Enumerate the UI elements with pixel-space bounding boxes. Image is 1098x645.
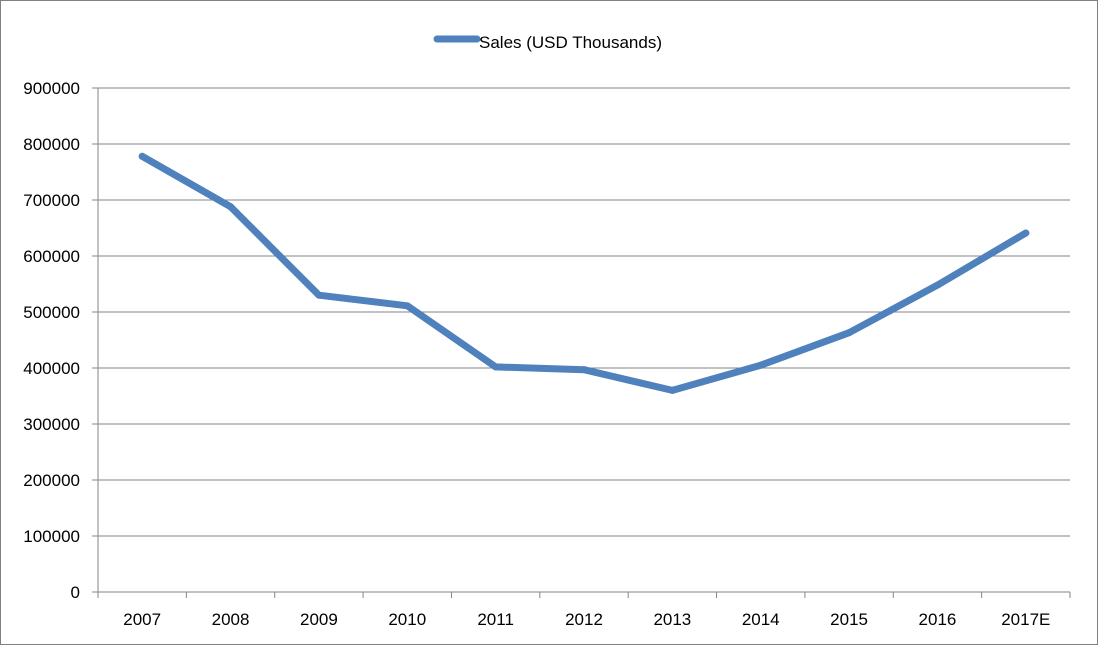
data-point	[757, 361, 765, 369]
x-tick-label: 2011	[477, 610, 514, 629]
series-line	[138, 152, 1030, 394]
x-tick-label: 2016	[919, 610, 957, 629]
y-tick-label: 400000	[23, 359, 80, 378]
x-tick-label: 2014	[742, 610, 780, 629]
data-point	[933, 281, 941, 289]
y-tick-label: 100000	[23, 527, 80, 546]
x-tick-label: 2015	[830, 610, 868, 629]
legend-label: Sales (USD Thousands)	[479, 33, 662, 52]
data-point	[580, 366, 588, 374]
data-point	[845, 329, 853, 337]
gridlines	[98, 87, 1070, 537]
data-point	[138, 152, 146, 160]
legend: Sales (USD Thousands)	[433, 33, 662, 52]
x-tick-label: 2009	[300, 610, 338, 629]
y-tick-label: 700000	[23, 191, 80, 210]
y-tick-label: 0	[71, 583, 80, 602]
y-tick-label: 900000	[23, 79, 80, 98]
data-point	[227, 203, 235, 211]
axes	[92, 87, 1071, 598]
y-tick-label: 600000	[23, 247, 80, 266]
x-tick-label: 2007	[123, 610, 161, 629]
y-tick-label: 800000	[23, 135, 80, 154]
x-tick-label: 2017E	[1001, 610, 1050, 629]
y-tick-label: 500000	[23, 303, 80, 322]
data-point	[403, 302, 411, 310]
y-axis-tick-labels: 0 100000 200000 300000 400000 500000 600000 700…	[23, 79, 80, 602]
data-point	[315, 291, 323, 299]
series-layer	[138, 152, 1030, 394]
data-point	[1022, 229, 1030, 237]
x-tick-label: 2010	[388, 610, 426, 629]
x-tick-label: 2013	[653, 610, 691, 629]
data-point	[492, 363, 500, 371]
x-tick-label: 2012	[565, 610, 603, 629]
x-tick-label: 2008	[212, 610, 250, 629]
data-point	[668, 386, 676, 394]
y-tick-label: 200000	[23, 471, 80, 490]
y-tick-label: 300000	[23, 415, 80, 434]
x-axis-tick-labels: 2007 2008 2009 2010 2011 2012 2013 2014 2015 2016…	[123, 610, 1050, 629]
